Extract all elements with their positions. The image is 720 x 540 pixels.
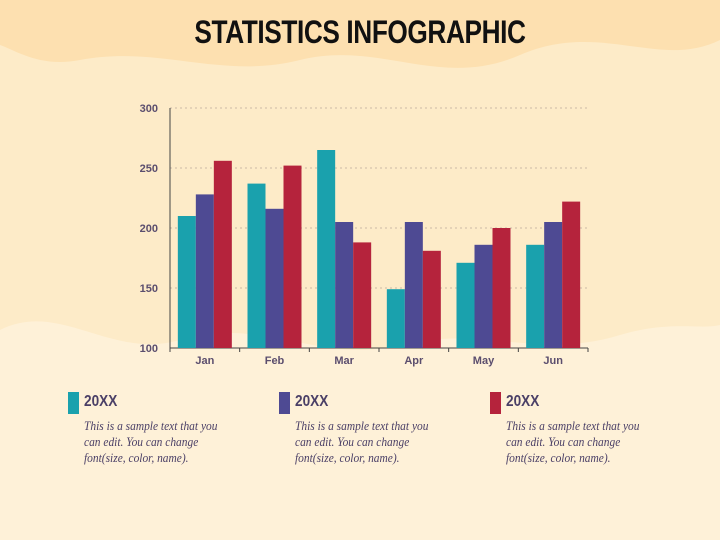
bar-may-series-1 (456, 262, 475, 348)
x-tick-label: May (473, 355, 495, 367)
x-tick-label: Feb (265, 355, 285, 367)
legend-swatch-teal (68, 392, 79, 414)
x-tick-label: Apr (404, 355, 424, 367)
bar-feb-series-2 (265, 208, 284, 348)
bar-mar-series-1 (317, 150, 336, 348)
legend-text: This is a sample text that you can edit.… (506, 418, 640, 465)
bar-mar-series-2 (335, 222, 354, 348)
bar-jan-series-2 (195, 194, 214, 348)
bar-jan-series-1 (177, 216, 196, 348)
page-title: STATISTICS INFOGRAPHIC (194, 14, 526, 50)
bar-chart: 100 150 200 250 300 Jan Feb Mar Apr May Jun (140, 103, 589, 367)
bar-apr-series-3 (422, 250, 441, 348)
x-tick-label: Jan (195, 355, 214, 367)
y-tick-label: 100 (140, 343, 158, 355)
bar-feb-series-3 (283, 165, 302, 348)
x-tick-label: Mar (334, 355, 354, 367)
legend-label: 20XX (84, 393, 118, 410)
y-tick-label: 250 (140, 163, 158, 175)
bar-feb-series-1 (247, 183, 266, 348)
bar-jun-series-3 (562, 201, 581, 348)
bar-jan-series-3 (213, 160, 232, 348)
y-tick-label: 150 (140, 283, 158, 295)
legend-text: This is a sample text that you can edit.… (84, 418, 218, 465)
x-tick-label: Jun (543, 355, 563, 367)
legend-swatch-red (490, 392, 501, 414)
legend-text: This is a sample text that you can edit.… (295, 418, 429, 465)
bar-may-series-3 (492, 228, 511, 348)
bar-jun-series-1 (526, 244, 545, 348)
legend-label: 20XX (506, 393, 540, 410)
legend-swatch-purple (279, 392, 290, 414)
y-tick-label: 200 (140, 223, 158, 235)
bar-apr-series-1 (386, 289, 405, 348)
bar-mar-series-3 (353, 242, 372, 348)
bar-apr-series-2 (404, 222, 423, 348)
legend-label: 20XX (295, 393, 329, 410)
y-tick-label: 300 (140, 103, 158, 115)
bar-may-series-2 (474, 244, 493, 348)
bar-jun-series-2 (544, 222, 563, 348)
